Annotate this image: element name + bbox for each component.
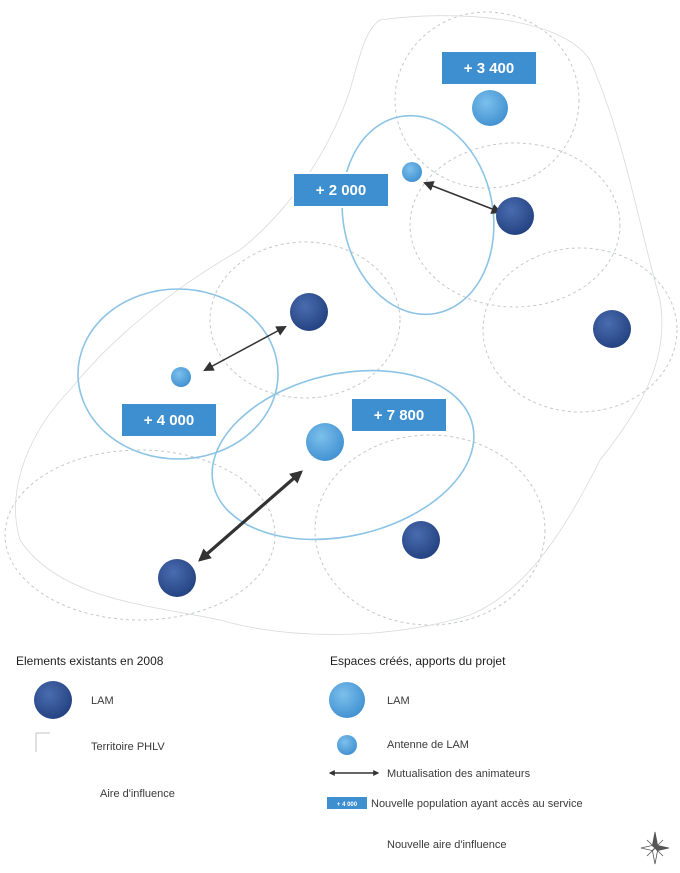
influence-area-center-east — [409, 142, 621, 308]
population-label-text: + 7 800 — [374, 407, 424, 424]
legend-new-lam-label: LAM — [387, 695, 410, 707]
lam-antenna — [402, 162, 422, 182]
influence-area-southwest — [4, 449, 276, 621]
legend-existing: Elements existants en 2008 LAM Territoir… — [16, 654, 175, 800]
antenna-markers — [171, 162, 422, 387]
new-lam — [472, 90, 508, 126]
new-influence-area-west — [77, 288, 279, 460]
legend-population-sample: + 4 000 — [337, 802, 358, 808]
old-influence-areas — [4, 11, 678, 626]
new-influence-area-north — [341, 114, 495, 316]
population-label-text: + 3 400 — [464, 60, 514, 77]
legend-created-title: Espaces créés, apports du projet — [330, 654, 506, 668]
legend-new-influence-label: Nouvelle aire d'influence — [387, 839, 507, 851]
lam-antenna — [171, 367, 191, 387]
legend-antenna-symbol — [337, 735, 357, 755]
legend-new-lam-symbol — [329, 682, 365, 718]
legend-mutualisation-label: Mutualisation des animateurs — [387, 768, 531, 780]
mutualisation-arrow-north — [423, 181, 502, 214]
mutualisation-arrow-west — [203, 326, 287, 371]
territory-boundary — [15, 15, 663, 635]
legend-existing-lam-symbol — [34, 681, 72, 719]
legend-territory-label: Territoire PHLV — [91, 741, 165, 753]
new-lam — [306, 423, 344, 461]
existing-lam-markers — [158, 197, 631, 597]
legend-antenna-label: Antenne de LAM — [387, 739, 469, 751]
legend-population-symbol — [327, 797, 367, 809]
compass-rose-icon — [640, 831, 670, 865]
population-label-3400: + 3 400 — [440, 50, 538, 86]
legend-created: Espaces créés, apports du projet LAM Ant… — [327, 654, 583, 851]
population-label-text: + 4 000 — [144, 412, 194, 429]
population-label-2000: + 2 000 — [292, 172, 390, 208]
mutualisation-arrows — [198, 181, 502, 562]
population-label-text: + 2 000 — [316, 182, 366, 199]
new-influence-area-center — [211, 369, 475, 541]
existing-lam — [593, 310, 631, 348]
existing-lam — [290, 293, 328, 331]
legend-influence-label: Aire d'influence — [100, 788, 175, 800]
legend-territory-symbol — [35, 732, 50, 752]
influence-area-southeast — [314, 434, 546, 626]
existing-lam — [402, 521, 440, 559]
influence-area-east — [482, 247, 678, 413]
legend-existing-lam-label: LAM — [91, 695, 114, 707]
legend-existing-title: Elements existants en 2008 — [16, 654, 164, 668]
existing-lam — [158, 559, 196, 597]
legend-new-population-label: Nouvelle population ayant accès au servi… — [371, 798, 583, 810]
new-lam-markers — [306, 90, 508, 461]
population-label-7800: + 7 800 — [350, 397, 448, 433]
mutualisation-arrow-south — [198, 470, 303, 562]
influence-area-center — [209, 241, 401, 399]
population-label-4000: + 4 000 — [120, 402, 218, 438]
existing-lam — [496, 197, 534, 235]
influence-area-north — [394, 11, 580, 189]
